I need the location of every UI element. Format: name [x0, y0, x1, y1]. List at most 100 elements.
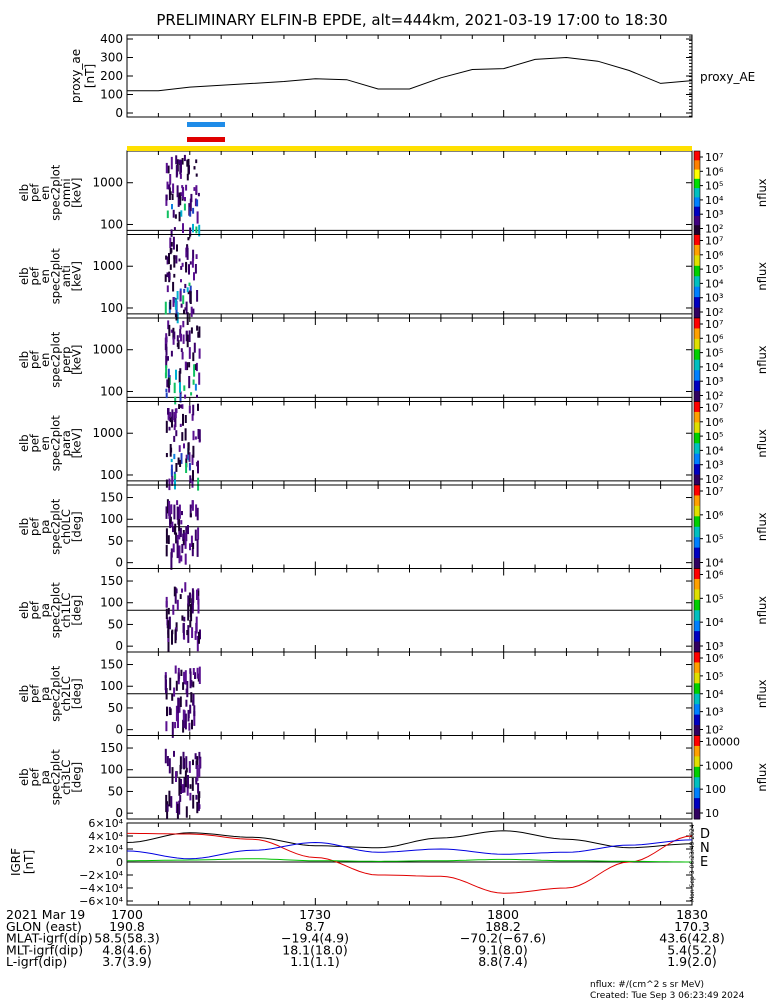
- colorbar-tick: 10⁴: [705, 616, 724, 629]
- spectrogram-ytick: 100: [100, 679, 123, 693]
- spectrogram-ytick: 100: [100, 384, 123, 398]
- spectrogram-ylabel: pef: [28, 767, 42, 786]
- colorbar-tick: 10⁷: [705, 485, 723, 498]
- footer-row-value: 18.1(18.0): [282, 942, 347, 957]
- colorbar-tick: 10⁶: [705, 652, 724, 665]
- igrf-ytick: 4×10⁴: [88, 830, 123, 843]
- proxy-ae-ylabel-2: [nT]: [83, 64, 97, 88]
- igrf-ytick: −2×10⁴: [79, 869, 123, 882]
- spectrogram-ytick: 150: [100, 741, 123, 755]
- spectrogram-ylabel: elb: [17, 518, 31, 536]
- spectrogram-cells: [165, 154, 201, 237]
- spectrogram-ylabel: elb: [17, 184, 31, 202]
- spectrogram-ylabel: ch3LC: [59, 760, 73, 795]
- igrf-ytick: −4×10⁴: [79, 882, 123, 895]
- footer-row-value: 1800: [487, 907, 519, 922]
- spectrogram-ytick: 150: [100, 658, 123, 672]
- igrf-legend-n: N: [700, 841, 710, 856]
- plot-title: PRELIMINARY ELFIN-B EPDE, alt=444km, 202…: [156, 11, 667, 29]
- footer-row-value: 1830: [676, 907, 708, 922]
- footer-row-label: MLT-igrf(dip): [6, 942, 83, 957]
- colorbar-tick: 10⁵: [705, 263, 723, 276]
- footer-row-value: 190.8: [109, 919, 145, 934]
- spectrogram-ylabel: pa: [38, 770, 52, 784]
- footer-row-value: 58.5(58.3): [94, 931, 159, 946]
- spectrogram-cells: [164, 236, 199, 325]
- spectrogram-ylabel: spec2plot: [49, 665, 63, 722]
- colorbar-label: nflux: [755, 763, 769, 792]
- spectrogram-ylabel: spec2plot: [49, 749, 63, 806]
- spectrogram-ylabel: pef: [28, 266, 42, 285]
- footer-row-value: 9.1(8.0): [478, 942, 528, 957]
- proxy-ae-ylabel-1: proxy_ae: [69, 49, 83, 103]
- colorbar-tick: 10⁴: [705, 444, 724, 457]
- colorbar-tick: 10²: [705, 223, 723, 236]
- spectrogram-ylabel: [deg]: [70, 678, 84, 709]
- colorbar-tick: 10⁵: [705, 533, 723, 546]
- colorbar-tick: 10⁶: [705, 509, 724, 522]
- footer-row-label: 2021 Mar 19: [6, 907, 85, 922]
- igrf-ytick: 6×10⁴: [88, 817, 123, 830]
- colorbar-tick: 10²: [705, 390, 723, 403]
- spectrogram-ylabel: en: [38, 353, 52, 367]
- colorbar: 10⁶ 10⁵ 10⁴ 10³ nflux: [693, 568, 769, 653]
- colorbar-tick: 10³: [705, 375, 723, 388]
- spectrogram-ylabel: pef: [28, 433, 42, 452]
- proxy-ae-ytick: 0: [115, 106, 123, 120]
- spectrogram-ylabel: ch1LC: [59, 593, 73, 628]
- spectrogram-ytick: 50: [108, 534, 123, 548]
- spectrogram-ylabel: elb: [17, 434, 31, 452]
- colorbar-tick: 100: [705, 783, 726, 796]
- spectrogram-cells: [164, 665, 201, 738]
- colorbar-label: nflux: [755, 345, 769, 374]
- spectrogram-ylabel: pa: [38, 603, 52, 617]
- colorbar-tick: 10²: [705, 724, 723, 737]
- colorbar-tick: 10⁵: [705, 592, 723, 605]
- colorbar-label: nflux: [755, 178, 769, 207]
- footer-row-value: 188.2: [485, 919, 521, 934]
- footer-row-value: 1700: [111, 907, 143, 922]
- colorbar-tick: 10⁶: [705, 416, 724, 429]
- spectrogram-ytick: 1000: [92, 259, 123, 273]
- spectrogram-ylabel: ch2LC: [59, 676, 73, 711]
- spectrogram-ylabel: anti: [59, 265, 73, 287]
- spectrogram-ylabel: [keV]: [70, 261, 84, 291]
- spectrogram-ylabel: spec2plot: [49, 248, 63, 305]
- proxy-ae-ytick: 300: [100, 51, 123, 65]
- proxy-ae-line: [127, 56, 693, 92]
- colorbar: 10⁶ 10⁵ 10⁴ 10³ 10² nflux: [693, 651, 769, 737]
- spectrogram-cells: [165, 499, 200, 570]
- spectrogram-ytick: 1000: [92, 426, 123, 440]
- colorbar: 10000 1000 100 10 nflux: [693, 735, 769, 820]
- colorbar-tick: 10⁴: [705, 688, 724, 701]
- spectrogram-ytick: 0: [115, 806, 123, 820]
- spectrogram-ylabel: spec2plot: [49, 582, 63, 639]
- sc-bar-red: [187, 137, 225, 142]
- spectrogram-ytick: 100: [100, 512, 123, 526]
- igrf-series-line: [126, 839, 693, 860]
- colorbar: 10⁷ 10⁶ 10⁵ 10⁴ nflux: [693, 484, 769, 570]
- spectrogram-ylabel: pef: [28, 600, 42, 619]
- footer-row-label: GLON (east): [6, 919, 82, 934]
- proxy-ae-series-label: proxy_AE: [700, 70, 755, 84]
- footer-row-value: −19.4(4.9): [281, 931, 349, 946]
- colorbar-tick: 10⁵: [705, 670, 723, 683]
- igrf-ytick: −6×10⁴: [79, 895, 123, 908]
- spectrogram-ylabel: [deg]: [70, 762, 84, 793]
- spectrogram-ylabel: elb: [17, 685, 31, 703]
- spectrogram-ylabel: para: [59, 430, 73, 456]
- igrf-legend-d: D: [700, 827, 710, 842]
- spectrogram-ytick: 50: [108, 701, 123, 715]
- spectrogram-ylabel: pef: [28, 350, 42, 369]
- colorbar-tick: 10³: [705, 459, 723, 472]
- colorbar-label: nflux: [755, 429, 769, 458]
- spectrogram-ylabel: elb: [17, 601, 31, 619]
- spectrogram-ytick: 0: [115, 723, 123, 737]
- spectrogram-ylabel: elb: [17, 768, 31, 786]
- units-note: nflux: #/(cm^2 s sr MeV): [590, 980, 704, 990]
